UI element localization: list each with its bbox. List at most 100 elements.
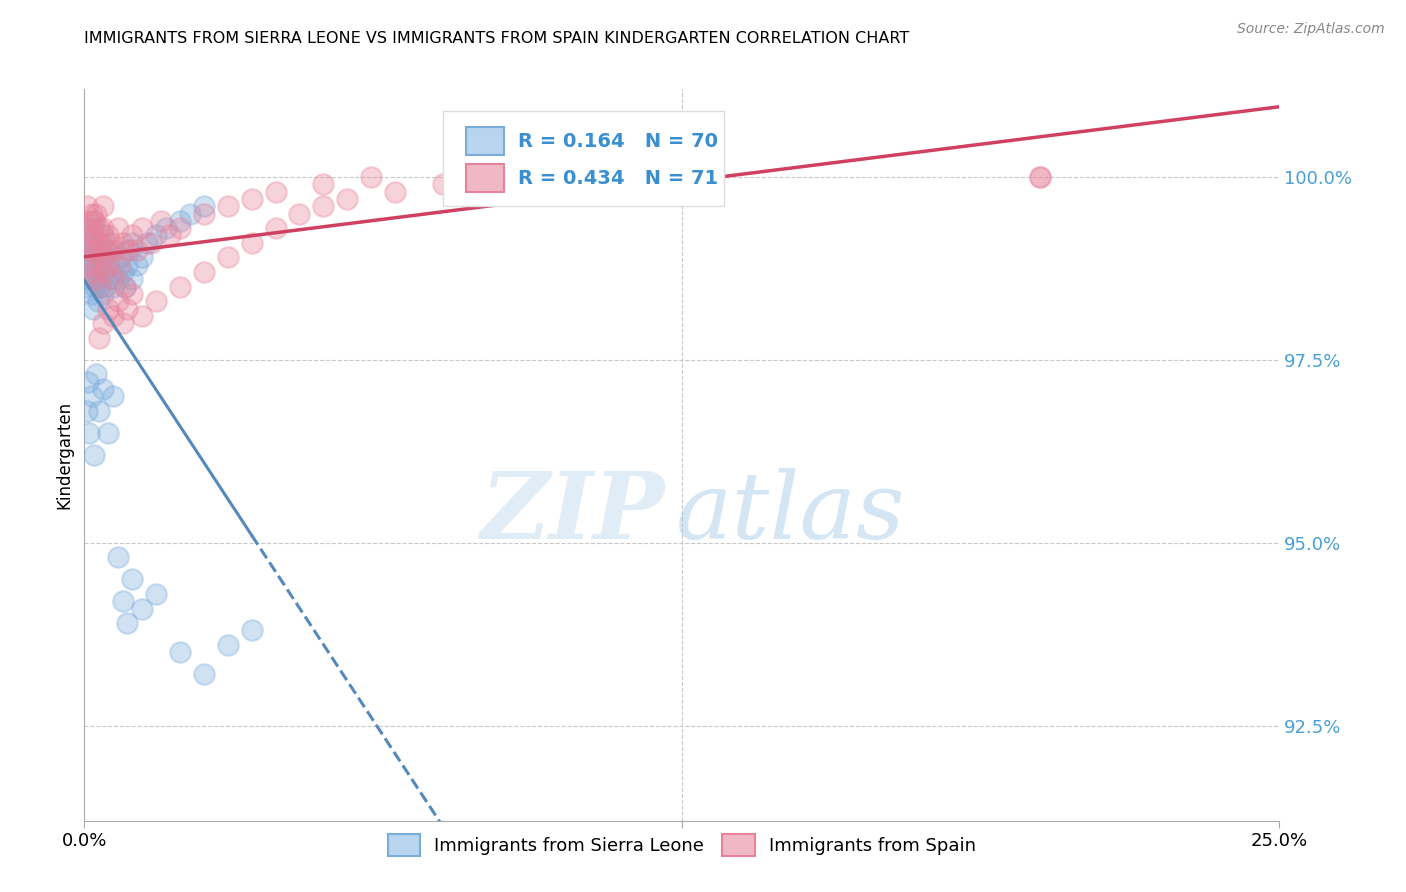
Point	[97, 258, 120, 272]
Point	[83, 448, 105, 462]
Point	[336, 192, 359, 206]
Point	[456, 169, 478, 184]
Point	[87, 404, 110, 418]
Point	[169, 279, 191, 293]
Point	[77, 425, 100, 440]
Point	[83, 258, 105, 272]
Point	[87, 272, 110, 286]
Point	[145, 228, 167, 243]
Point	[1029, 169, 1052, 184]
Point	[169, 221, 191, 235]
Point	[80, 389, 103, 403]
Point	[90, 235, 112, 250]
Point	[145, 587, 167, 601]
FancyBboxPatch shape	[443, 112, 724, 206]
Point	[101, 389, 124, 403]
Point	[77, 243, 100, 257]
Point	[86, 243, 108, 257]
Point	[107, 550, 129, 565]
Point	[101, 309, 124, 323]
Point	[87, 294, 110, 309]
Point	[111, 594, 134, 608]
Point	[97, 425, 120, 440]
Point	[93, 228, 115, 243]
Point	[86, 368, 108, 382]
Point	[77, 243, 100, 257]
Point	[121, 272, 143, 286]
Point	[117, 616, 139, 631]
Point	[100, 235, 122, 250]
Point	[77, 265, 100, 279]
Point	[118, 243, 141, 257]
Point	[87, 331, 110, 345]
Point	[110, 258, 132, 272]
Point	[217, 199, 239, 213]
Point	[125, 258, 148, 272]
Point	[101, 272, 124, 286]
Point	[90, 235, 112, 250]
Point	[121, 235, 143, 250]
Point	[80, 221, 103, 235]
Point	[111, 265, 134, 279]
Point	[193, 265, 215, 279]
Point	[82, 301, 104, 316]
Point	[360, 169, 382, 184]
Point	[87, 243, 110, 257]
Point	[240, 192, 263, 206]
Point	[86, 228, 108, 243]
Text: Source: ZipAtlas.com: Source: ZipAtlas.com	[1237, 22, 1385, 37]
Bar	[465, 164, 503, 192]
Point	[193, 206, 215, 220]
Point	[217, 638, 239, 652]
Point	[83, 243, 105, 257]
Point	[79, 228, 101, 243]
Point	[125, 243, 148, 257]
Point	[384, 185, 406, 199]
Point	[111, 316, 134, 330]
Point	[104, 243, 127, 257]
Point	[93, 382, 115, 396]
Point	[97, 228, 120, 243]
Point	[155, 221, 177, 235]
Point	[145, 294, 167, 309]
Point	[91, 251, 114, 265]
Point	[89, 279, 111, 293]
Point	[89, 279, 111, 293]
Point	[288, 206, 311, 220]
Point	[80, 287, 103, 301]
Point	[87, 258, 110, 272]
Point	[91, 287, 114, 301]
Point	[121, 287, 143, 301]
Point	[90, 258, 112, 272]
Point	[80, 251, 103, 265]
Point	[169, 645, 191, 659]
Point	[83, 235, 105, 250]
Point	[87, 221, 110, 235]
Text: IMMIGRANTS FROM SIERRA LEONE VS IMMIGRANTS FROM SPAIN KINDERGARTEN CORRELATION C: IMMIGRANTS FROM SIERRA LEONE VS IMMIGRAN…	[84, 31, 910, 46]
Point	[135, 235, 157, 250]
Point	[141, 235, 163, 250]
Point	[83, 214, 105, 228]
Point	[93, 265, 115, 279]
Point	[94, 251, 117, 265]
Point	[83, 214, 105, 228]
Point	[312, 178, 335, 192]
Point	[312, 199, 335, 213]
Point	[264, 185, 287, 199]
Point	[131, 221, 153, 235]
Point	[93, 265, 115, 279]
Point	[86, 206, 108, 220]
Point	[93, 221, 115, 235]
Point	[131, 251, 153, 265]
Point	[93, 279, 115, 293]
Point	[117, 301, 139, 316]
Point	[76, 199, 98, 213]
Point	[159, 228, 181, 243]
Point	[93, 199, 115, 213]
Point	[131, 309, 153, 323]
Point	[101, 279, 124, 293]
Point	[111, 235, 134, 250]
Point	[101, 243, 124, 257]
Point	[76, 221, 98, 235]
Point	[110, 251, 132, 265]
